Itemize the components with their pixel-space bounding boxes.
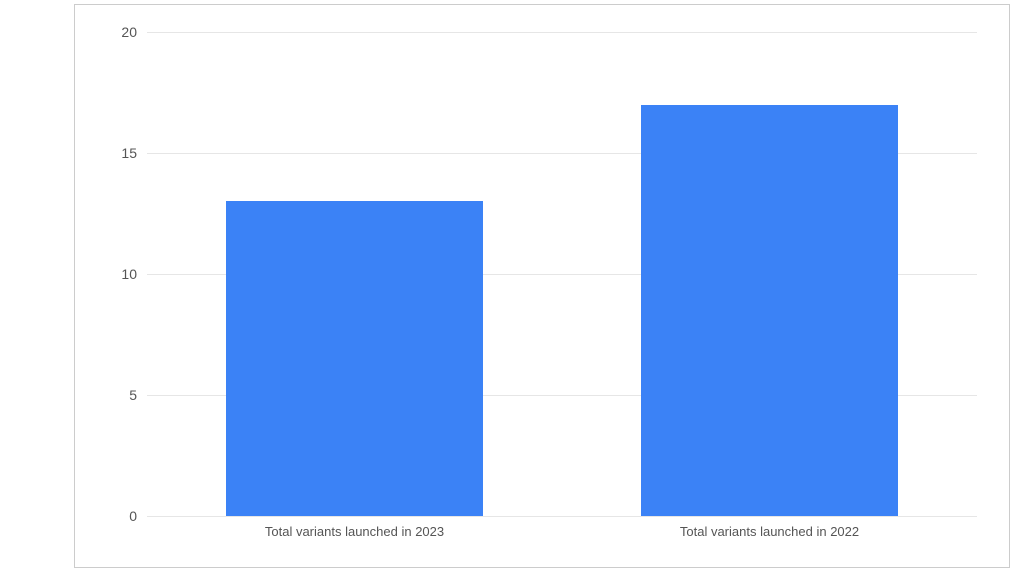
chart-container: 0 5 10 15 20 Total variants launched in 2023 T… — [0, 0, 1024, 576]
y-tick-label: 0 — [0, 508, 137, 524]
x-tick-label: Total variants launched in 2022 — [680, 524, 859, 539]
bar — [226, 201, 483, 516]
bar — [641, 105, 898, 516]
plot-area — [147, 32, 977, 516]
y-tick-label: 5 — [0, 387, 137, 403]
x-tick-label: Total variants launched in 2023 — [265, 524, 444, 539]
y-tick-label: 20 — [0, 24, 137, 40]
gridline — [147, 32, 977, 33]
y-tick-label: 10 — [0, 266, 137, 282]
y-tick-label: 15 — [0, 145, 137, 161]
gridline — [147, 516, 977, 517]
